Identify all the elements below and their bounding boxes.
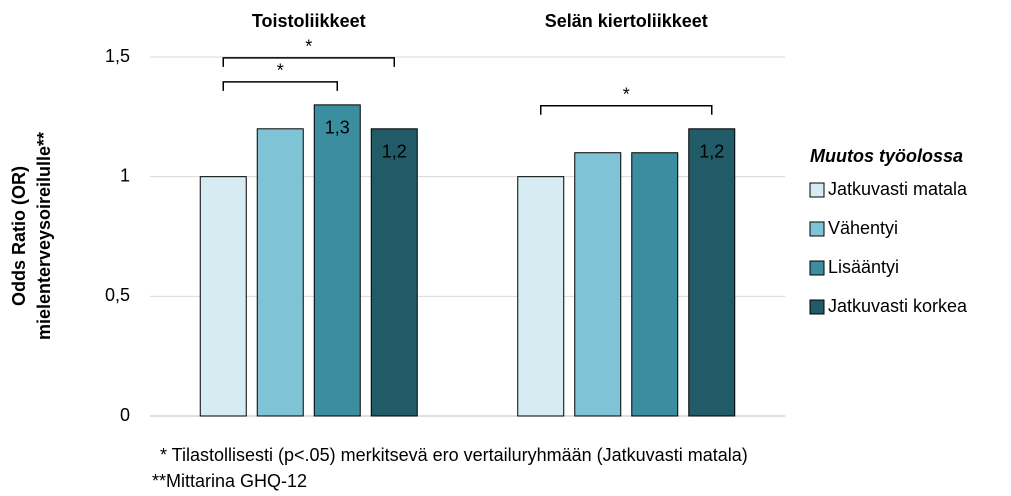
footnote: * Tilastollisesti (p<.05) merkitsevä ero… (160, 445, 748, 465)
category-label: Toistoliikkeet (252, 11, 366, 31)
legend-label: Jatkuvasti korkea (828, 296, 968, 316)
y-tick-label: 1,5 (105, 46, 130, 66)
bar (517, 176, 565, 417)
legend-label: Vähentyi (828, 218, 898, 238)
bar (631, 152, 679, 417)
y-tick-label: 0,5 (105, 285, 130, 305)
value-label: 1,2 (382, 142, 407, 162)
significance-bracket (222, 57, 395, 67)
footnote: **Mittarina GHQ-12 (152, 471, 307, 491)
legend-swatch (809, 260, 825, 276)
value-label: 1,2 (699, 142, 724, 162)
legend-title: Muutos työolossa (810, 146, 963, 166)
significance-marker: * (277, 61, 284, 81)
legend-label: Lisääntyi (828, 257, 899, 277)
bar (370, 128, 418, 417)
significance-bracket (222, 81, 338, 91)
y-axis-label: mielenterveysoireilulle** (34, 132, 54, 340)
legend-swatch (809, 299, 825, 315)
bar (256, 128, 304, 417)
significance-marker: * (623, 85, 630, 105)
significance-bracket (540, 105, 713, 115)
legend-swatch (809, 182, 825, 198)
bar (199, 176, 247, 417)
legend-label: Jatkuvasti matala (828, 179, 968, 199)
y-tick-label: 0 (120, 405, 130, 425)
value-label: 1,3 (325, 118, 350, 138)
bar (688, 128, 736, 417)
bar (574, 152, 622, 417)
y-axis-label: Odds Ratio (OR) (9, 166, 29, 306)
category-label: Selän kiertoliikkeet (545, 11, 708, 31)
significance-marker: * (305, 37, 312, 57)
legend-swatch (809, 221, 825, 237)
y-tick-label: 1 (120, 165, 130, 185)
bar (313, 104, 361, 417)
